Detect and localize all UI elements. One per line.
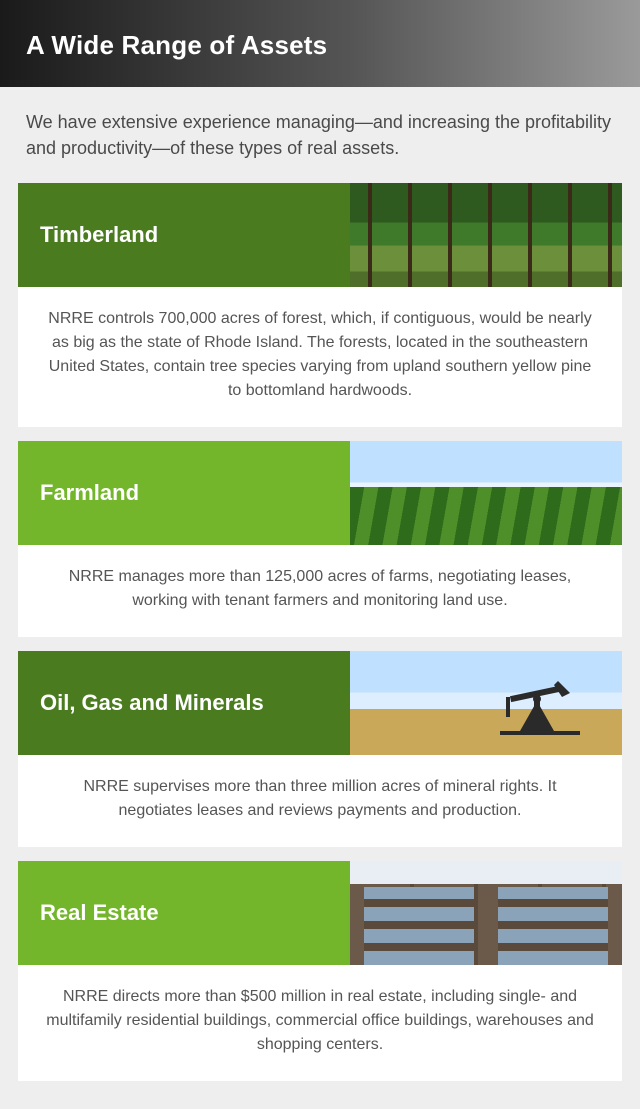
oil-pumpjack-image — [350, 651, 622, 755]
intro-text: We have extensive experience managing—an… — [0, 87, 640, 183]
card-title: Oil, Gas and Minerals — [40, 690, 264, 716]
asset-card-oil-gas-minerals: Oil, Gas and Minerals NRRE supervis — [18, 651, 622, 847]
card-title: Timberland — [40, 222, 158, 248]
card-body: NRRE controls 700,000 acres of forest, w… — [18, 287, 622, 427]
card-title-bar: Oil, Gas and Minerals — [18, 651, 350, 755]
card-body: NRRE directs more than $500 million in r… — [18, 965, 622, 1081]
page-title: A Wide Range of Assets — [26, 30, 614, 61]
card-title-bar: Timberland — [18, 183, 350, 287]
asset-card-timberland: Timberland NRRE controls 700,000 acres o… — [18, 183, 622, 427]
pumpjack-icon — [500, 671, 580, 741]
card-title: Farmland — [40, 480, 139, 506]
asset-card-farmland: Farmland NRRE manages more than 125,000 … — [18, 441, 622, 637]
card-title-bar: Farmland — [18, 441, 350, 545]
building-image — [350, 861, 622, 965]
farmland-image — [350, 441, 622, 545]
card-body: NRRE manages more than 125,000 acres of … — [18, 545, 622, 637]
card-title-bar: Real Estate — [18, 861, 350, 965]
card-title: Real Estate — [40, 900, 159, 926]
hero-banner: A Wide Range of Assets — [0, 0, 640, 87]
forest-image — [350, 183, 622, 287]
asset-card-real-estate: Real Estate NRRE directs more than $500 … — [18, 861, 622, 1081]
card-body: NRRE supervises more than three million … — [18, 755, 622, 847]
